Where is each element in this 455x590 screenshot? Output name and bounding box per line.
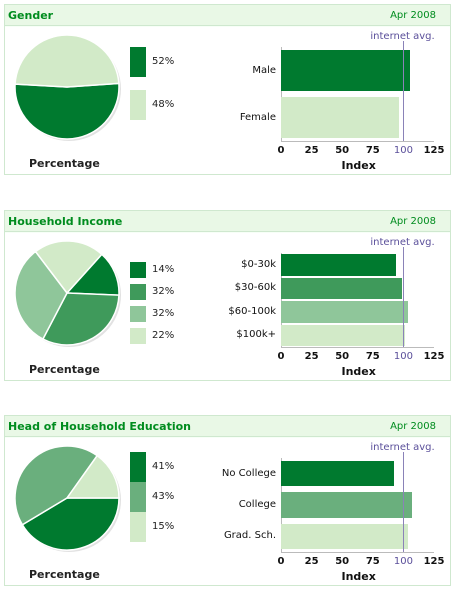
legend-percent-2: 32% — [152, 286, 175, 297]
panel-body: Percentage 52% 48% internet avg. Male Female 0… — [5, 27, 450, 174]
legend-percent-3: 15% — [152, 521, 175, 532]
category-label-1: $0-30k — [241, 258, 276, 270]
x-tick-label-1: 0 — [277, 145, 285, 156]
category-label-4: $100k+ — [236, 329, 276, 341]
legend-percent-2: 43% — [152, 491, 175, 502]
panel-body: Percentage 14% 32% 32% 22% internet avg. $0-30… — [5, 233, 450, 380]
bar-axis-label: Index — [341, 159, 376, 172]
x-tick-label-6: 125 — [423, 145, 445, 156]
pie-chart — [13, 33, 127, 147]
panel-header: Household Income Apr 2008 — [5, 211, 450, 232]
index-bar-1 — [281, 461, 394, 487]
legend-swatch-3 — [130, 306, 146, 322]
chart-panel-1: Gender Apr 2008 Percentage 52% 48% internet a… — [4, 4, 451, 175]
x-tick-label-3: 50 — [335, 145, 350, 156]
internet-average-label: internet avg. — [370, 442, 435, 453]
x-tick-label-5: 100 — [393, 556, 413, 567]
legend-swatch-1 — [130, 47, 146, 77]
index-bar-1 — [281, 50, 410, 91]
bar-axis-label: Index — [341, 365, 376, 378]
panel-header: Head of Household Education Apr 2008 — [5, 416, 450, 437]
panel-header: Gender Apr 2008 — [5, 5, 450, 26]
pie-chart — [13, 239, 127, 353]
panel-date: Apr 2008 — [390, 421, 436, 432]
legend-swatch-1 — [130, 262, 146, 278]
panel-title: Household Income — [8, 215, 123, 228]
pie-slice-4 — [34, 240, 103, 295]
pie-svg — [14, 445, 121, 552]
legend-percent-1: 52% — [152, 56, 175, 67]
x-tick-label-6: 125 — [423, 351, 445, 362]
pie-chart — [13, 444, 127, 558]
chart-panel-3: Head of Household Education Apr 2008 Perce… — [4, 415, 451, 586]
legend-swatch-4 — [130, 328, 146, 344]
pie-slice-3 — [65, 454, 120, 499]
internet-average-line — [403, 452, 405, 552]
pie-slice-2 — [14, 34, 120, 88]
category-label-3: Grad. Sch. — [223, 530, 276, 542]
category-label-1: No College — [221, 467, 276, 479]
x-tick-label-4: 75 — [365, 351, 380, 362]
category-label-2: Female — [239, 111, 276, 123]
pie-slice-2 — [41, 292, 120, 346]
legend-percent-2: 48% — [152, 99, 175, 110]
category-label-3: $60-100k — [228, 305, 276, 317]
x-axis-line — [281, 552, 434, 553]
x-tick-label-1: 0 — [277, 556, 285, 567]
legend-percent-1: 41% — [152, 461, 175, 472]
index-bar-4 — [281, 324, 405, 346]
internet-average-label: internet avg. — [370, 31, 435, 42]
legend-swatch-1 — [130, 452, 146, 482]
pie-axis-label: Percentage — [29, 363, 100, 376]
x-tick-label-2: 25 — [304, 556, 319, 567]
panel-body: Percentage 41% 43% 15% internet avg. No Colle… — [5, 438, 450, 585]
category-label-2: College — [238, 499, 276, 510]
panel-title: Gender — [8, 9, 54, 22]
category-label-2: $30-60k — [234, 282, 276, 294]
bar-axis-label: Index — [341, 570, 376, 583]
panel-date: Apr 2008 — [390, 10, 436, 21]
x-tick-label-4: 75 — [365, 556, 380, 567]
x-tick-label-4: 75 — [365, 145, 380, 156]
x-tick-label-3: 50 — [335, 556, 350, 567]
legend-swatch-2 — [130, 90, 146, 120]
index-bar-2 — [281, 97, 399, 138]
x-tick-label-1: 0 — [277, 351, 285, 362]
chart-panel-2: Household Income Apr 2008 Percentage 14% 32%… — [4, 210, 451, 381]
legend-percent-4: 22% — [152, 330, 175, 341]
pie-svg — [14, 34, 121, 141]
pie-slice-1 — [14, 82, 120, 140]
pie-axis-label: Percentage — [29, 157, 100, 170]
panel-title: Head of Household Education — [8, 420, 192, 433]
index-bar-2 — [281, 277, 403, 299]
legend-swatch-3 — [130, 512, 146, 542]
index-bar-3 — [281, 523, 409, 549]
internet-average-line — [403, 247, 405, 347]
internet-average-label: internet avg. — [370, 237, 435, 248]
x-axis-line — [281, 347, 434, 348]
index-bar-2 — [281, 492, 412, 518]
index-bar-3 — [281, 301, 409, 323]
x-tick-label-5: 100 — [393, 145, 413, 156]
panel-date: Apr 2008 — [390, 216, 436, 227]
pie-axis-label: Percentage — [29, 568, 100, 581]
x-tick-label-5: 100 — [393, 351, 413, 362]
category-label-1: Male — [252, 64, 276, 76]
pie-slice-2 — [14, 445, 99, 526]
pie-svg — [14, 240, 121, 347]
legend-swatch-2 — [130, 284, 146, 300]
legend-percent-3: 32% — [152, 308, 175, 319]
legend-percent-1: 14% — [152, 264, 175, 275]
internet-average-line — [403, 41, 405, 141]
legend-swatch-2 — [130, 482, 146, 512]
x-axis-line — [281, 141, 434, 142]
index-bar-1 — [281, 254, 397, 276]
x-tick-label-3: 50 — [335, 351, 350, 362]
x-tick-label-2: 25 — [304, 145, 319, 156]
x-tick-label-2: 25 — [304, 351, 319, 362]
x-tick-label-6: 125 — [423, 556, 445, 567]
pie-slice-3 — [14, 250, 68, 341]
